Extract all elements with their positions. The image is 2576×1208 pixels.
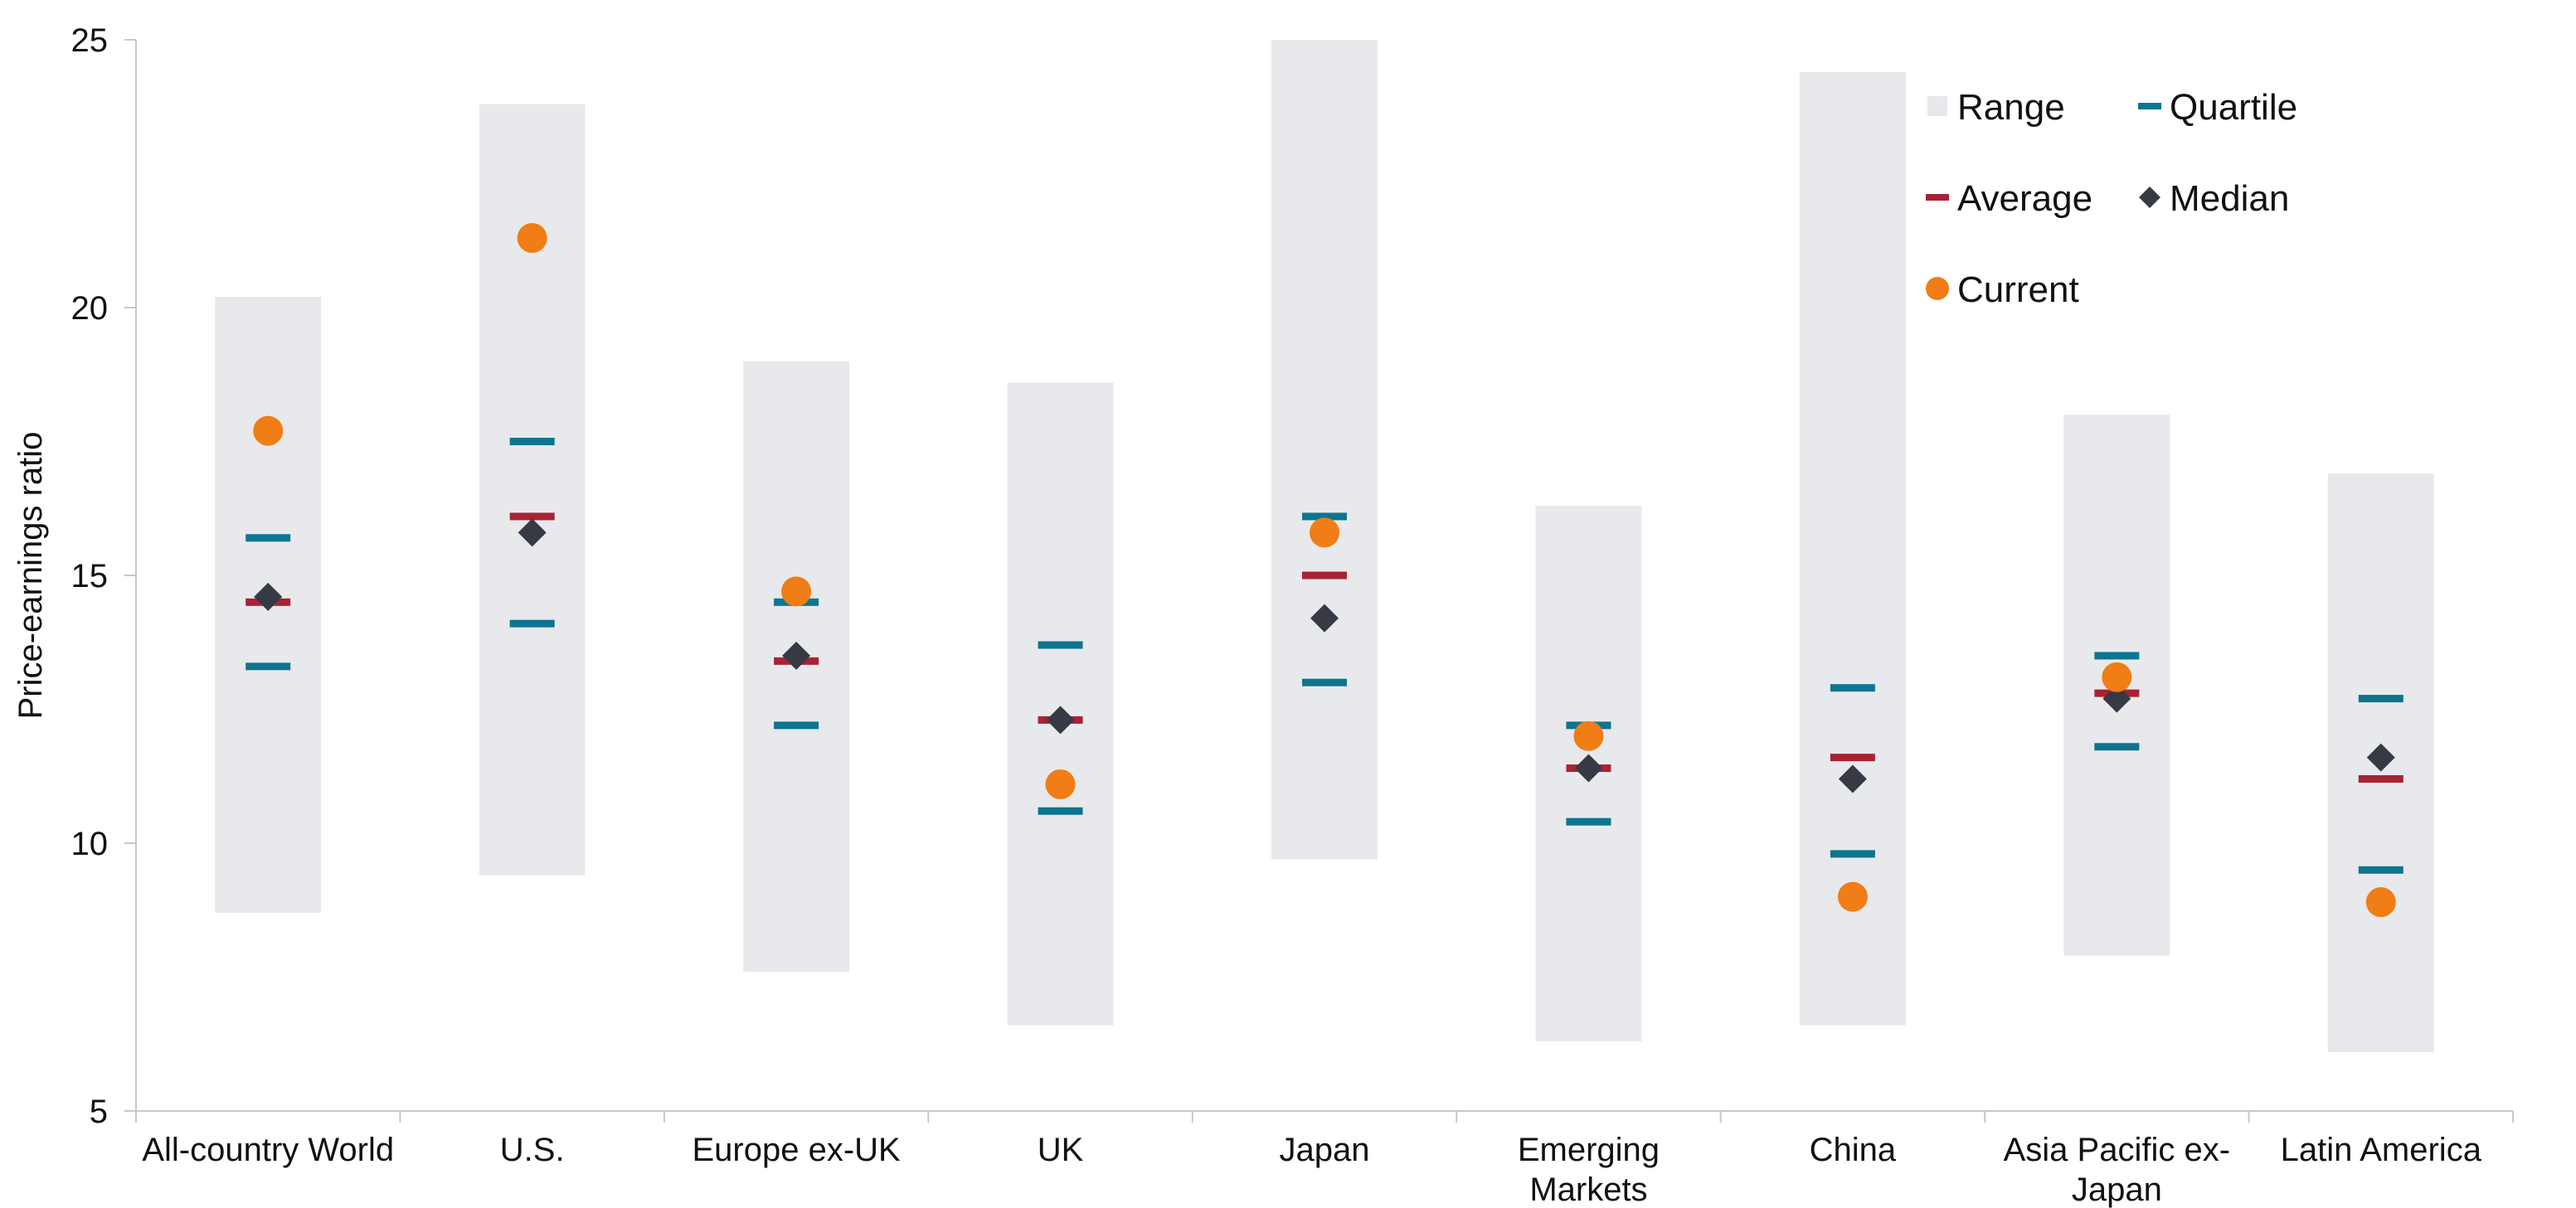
median-marker <box>782 641 811 670</box>
average-mark <box>2358 774 2403 783</box>
current-dot <box>517 223 547 254</box>
series-marks <box>245 223 2403 918</box>
category-label-line: Emerging <box>1518 1132 1660 1168</box>
quartile-mark <box>509 438 555 445</box>
current-dot <box>1573 720 1604 751</box>
category-label: UK <box>1038 1132 1084 1168</box>
category-label: China <box>1810 1132 1897 1168</box>
category-label: Japan <box>1280 1132 1370 1168</box>
quartile-mark <box>1302 678 1347 686</box>
category-label: Asia Pacific ex- Japan <box>2004 1132 2230 1208</box>
y-axis-title: Price-earnings ratio <box>12 432 49 720</box>
quartile-mark <box>1302 512 1347 521</box>
category-label: Europe ex-UK <box>692 1132 901 1168</box>
category-label: U.S. <box>500 1132 565 1168</box>
legend-label-quartile: Quartile <box>2170 87 2297 128</box>
current-dot <box>1045 769 1076 799</box>
legend-average-swatch <box>1926 194 1949 201</box>
quartile-mark <box>2094 652 2140 660</box>
current-dot <box>781 576 812 607</box>
category-label-line: All-country World <box>142 1132 394 1168</box>
current-dot <box>253 415 284 446</box>
y-tick-label: 5 <box>90 1094 108 1130</box>
average-mark <box>1830 754 1875 762</box>
category-label-line: U.S. <box>500 1132 565 1168</box>
legend-label-range: Range <box>1957 87 2065 128</box>
average-mark <box>509 512 555 521</box>
median-marker <box>1046 706 1075 735</box>
quartile-mark <box>2094 743 2140 751</box>
median-marker <box>2366 743 2395 772</box>
category-label-line: Latin America <box>2281 1132 2482 1168</box>
y-tick-label: 20 <box>71 290 109 327</box>
legend-range-swatch <box>1927 96 1947 116</box>
legend-median-swatch <box>2139 187 2160 208</box>
category-label-line: Japan <box>2072 1172 2162 1208</box>
quartile-mark <box>2358 866 2403 874</box>
median-marker <box>518 518 547 547</box>
range-bars <box>215 40 2434 1052</box>
quartile-mark <box>774 721 819 730</box>
range-bar <box>1271 40 1378 860</box>
category-label-line: Europe ex-UK <box>692 1132 901 1168</box>
current-dot <box>2102 662 2132 692</box>
quartile-mark <box>509 619 555 628</box>
category-label: Latin America <box>2281 1132 2482 1168</box>
quartile-mark <box>245 662 291 671</box>
quartile-mark <box>2358 695 2403 703</box>
median-marker <box>2102 684 2131 713</box>
median-marker <box>1838 764 1867 793</box>
quartile-mark <box>1830 850 1875 858</box>
legend-label-median: Median <box>2170 178 2289 219</box>
current-dot <box>1310 517 1339 548</box>
category-label-line: China <box>1810 1132 1897 1168</box>
category-label-line: Japan <box>1280 1132 1370 1168</box>
y-tick-label: 25 <box>71 22 109 59</box>
average-mark <box>1302 571 1347 580</box>
y-tick-label: 10 <box>71 826 109 862</box>
quartile-mark <box>1038 807 1083 815</box>
legend-label-current: Current <box>1957 269 2079 310</box>
range-bar <box>479 104 586 876</box>
axis-labels: 5 10 15 20 25 All-country World U.S. Europe ex-… <box>71 22 2482 1208</box>
legend-label-average: Average <box>1957 178 2092 219</box>
current-dot <box>1837 881 1868 912</box>
median-marker <box>1574 754 1603 783</box>
category-label: All-country World <box>142 1132 394 1168</box>
category-label-line: UK <box>1038 1132 1084 1168</box>
quartile-mark <box>1566 817 1611 826</box>
legend: Range Quartile Average Median Current <box>1926 87 2297 310</box>
category-label: Emerging Markets <box>1518 1132 1660 1208</box>
category-label-line: Asia Pacific ex- <box>2004 1132 2230 1168</box>
y-tick-label: 15 <box>71 558 109 594</box>
median-marker <box>1310 604 1339 633</box>
current-dot <box>2365 887 2396 918</box>
quartile-mark <box>245 534 291 542</box>
range-bar <box>1799 71 1906 1026</box>
median-marker <box>254 582 283 611</box>
range-bar <box>1007 382 1114 1026</box>
legend-current-swatch <box>1926 277 1949 300</box>
legend-quartile-swatch <box>2138 103 2161 109</box>
axes <box>124 39 2514 1123</box>
quartile-mark <box>1830 684 1875 692</box>
quartile-mark <box>1038 641 1083 649</box>
category-label-line: Markets <box>1529 1172 1647 1208</box>
